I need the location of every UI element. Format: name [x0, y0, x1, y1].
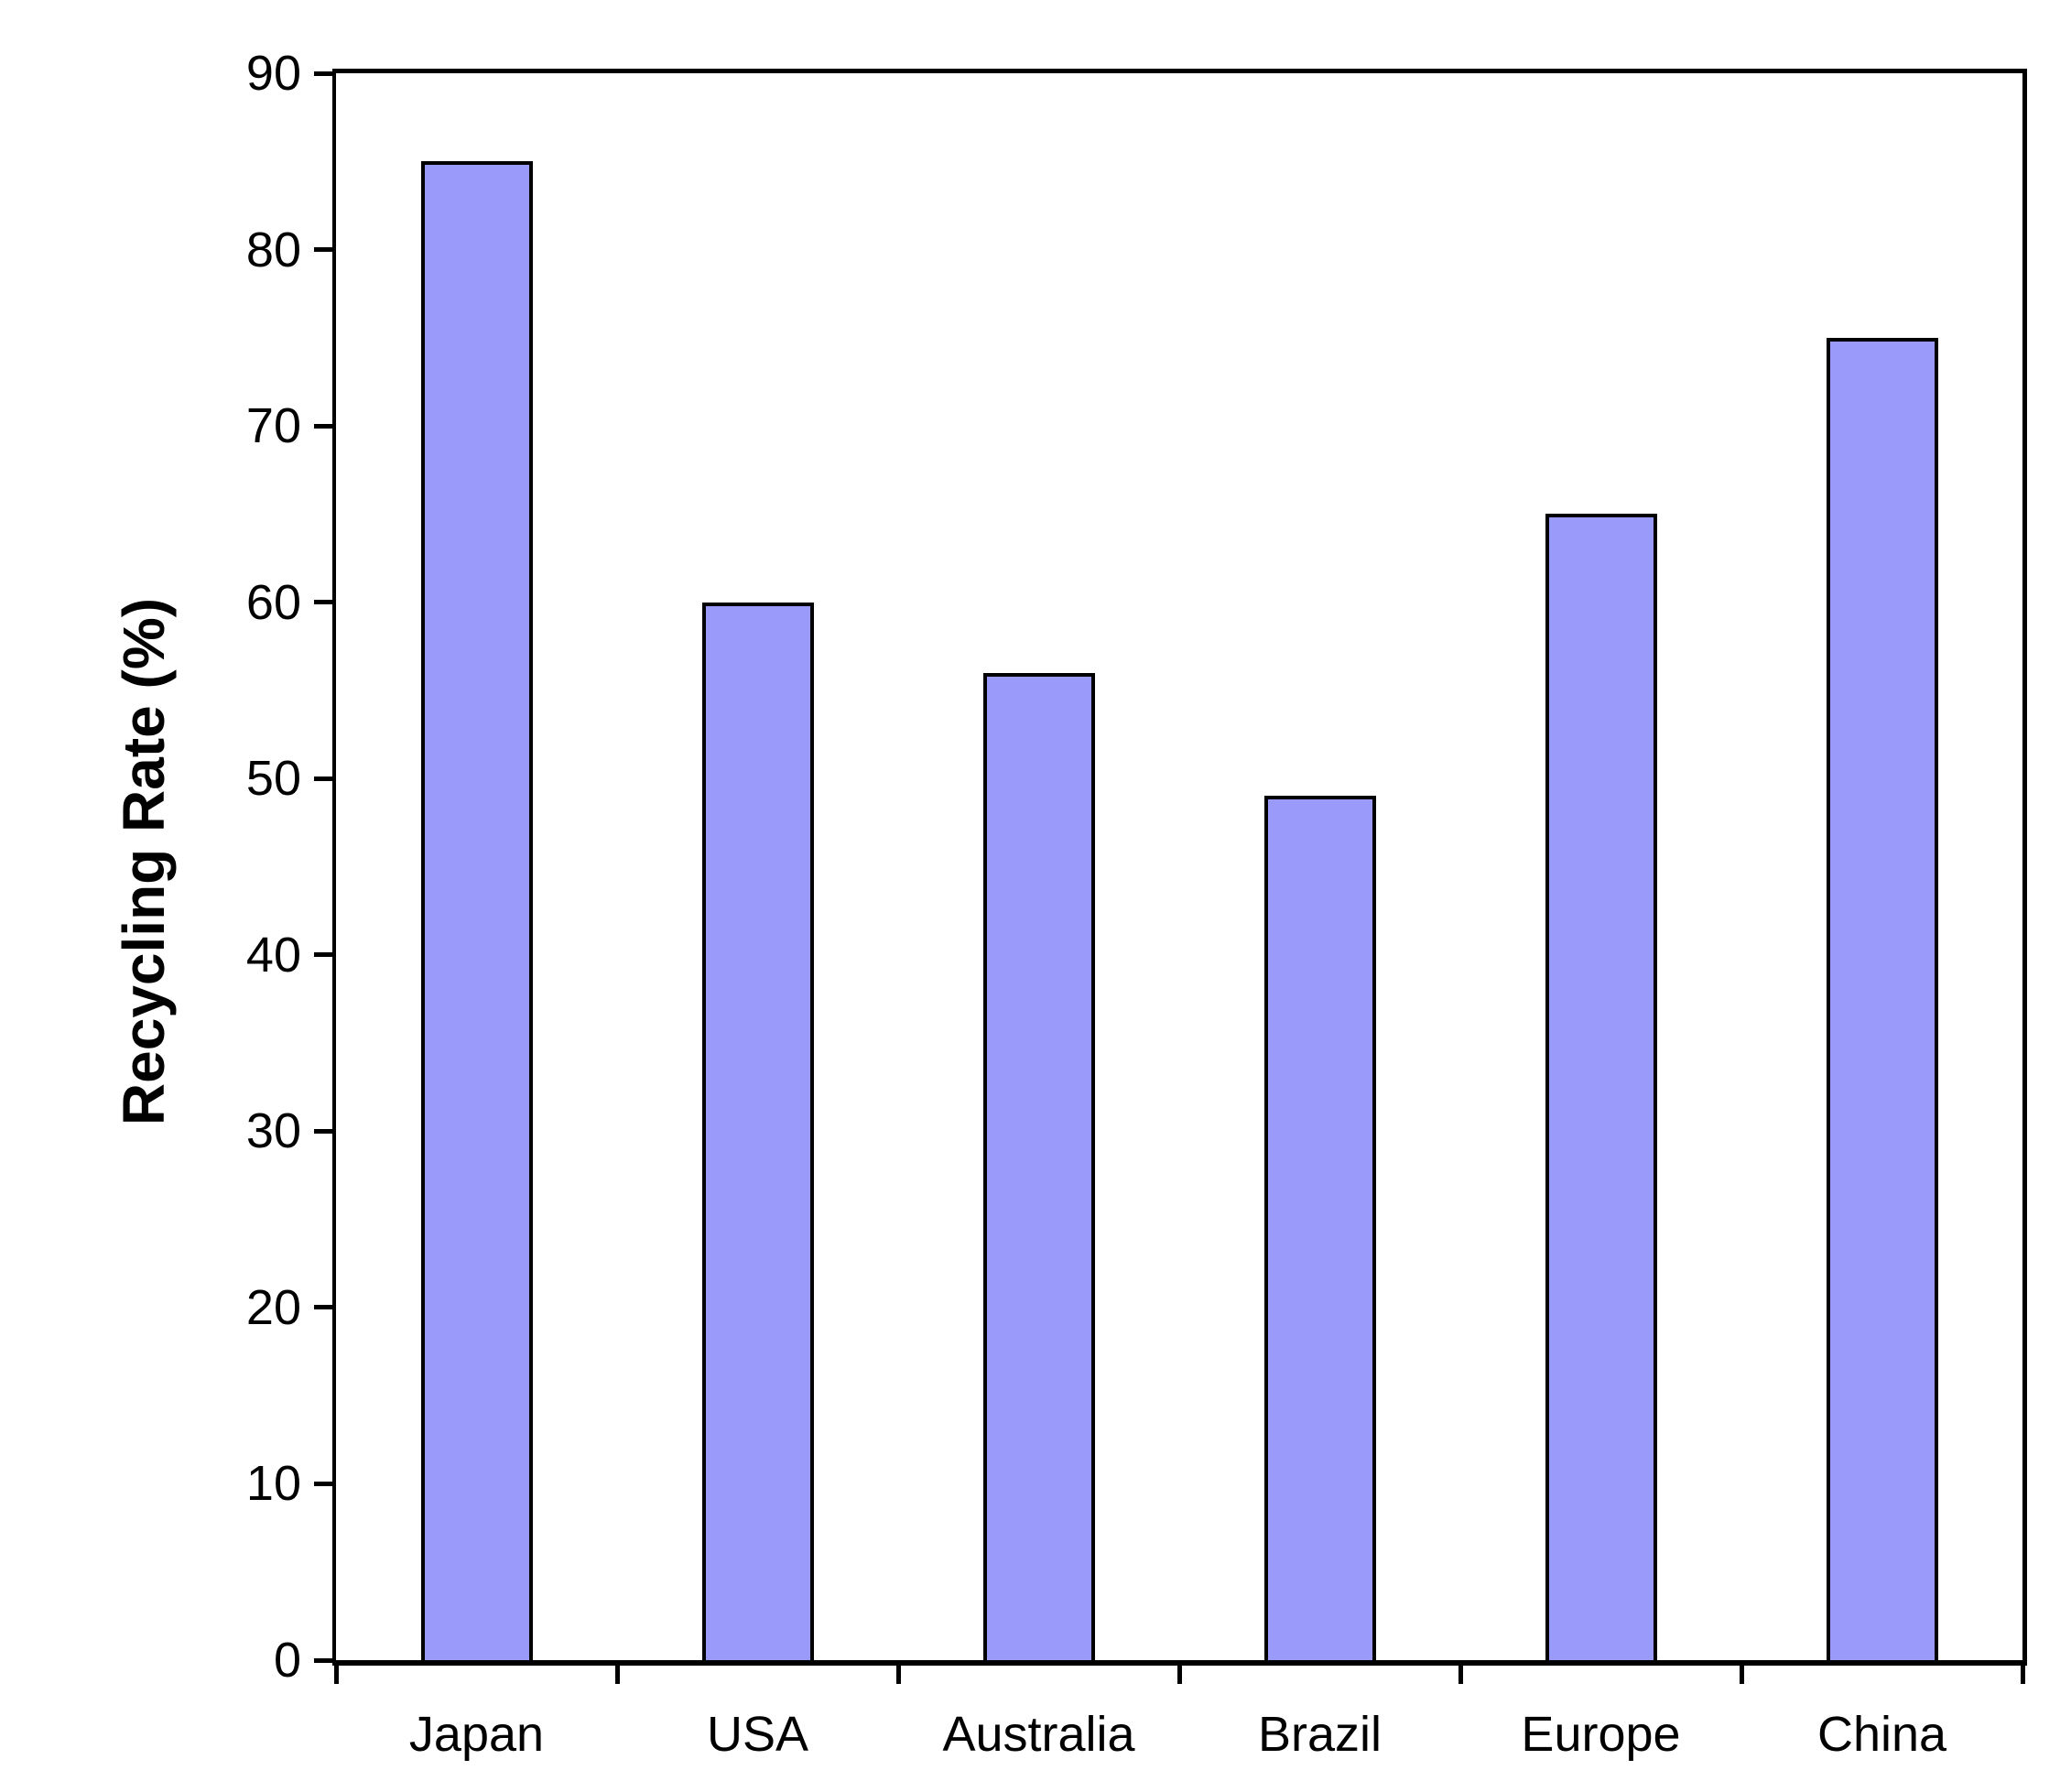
x-boundary-tick-1	[614, 1666, 620, 1684]
bar-brazil	[1263, 796, 1376, 1660]
y-tick-label-50: 50	[245, 751, 301, 807]
y-tick-label-0: 0	[273, 1633, 301, 1688]
y-tick-mark-70	[314, 423, 332, 429]
y-tick-mark-0	[314, 1657, 332, 1663]
x-boundary-tick-2	[895, 1666, 901, 1684]
y-tick-mark-20	[314, 1305, 332, 1310]
y-tick-label-30: 30	[245, 1103, 301, 1159]
y-tick-mark-90	[314, 71, 332, 76]
bar-australia	[982, 672, 1095, 1660]
x-tick-label-china: China	[1816, 1707, 1947, 1762]
y-tick-mark-40	[314, 952, 332, 958]
plot-area: 0 10 20 30 40 50 60 70 80 90 Japan USA Australia Bra…	[246, 46, 2027, 1762]
x-boundary-tick-0	[333, 1666, 339, 1684]
y-axis-title: Recycling Rate (%)	[111, 597, 177, 1126]
x-boundary-tick-4	[1458, 1666, 1463, 1684]
x-boundary-tick-5	[1739, 1666, 1744, 1684]
y-tick-label-70: 70	[245, 398, 301, 454]
y-tick-label-80: 80	[245, 222, 301, 277]
y-tick-mark-30	[314, 1128, 332, 1134]
x-boundary-tick-3	[1176, 1666, 1182, 1684]
y-tick-label-40: 40	[245, 927, 301, 983]
y-tick-mark-50	[314, 776, 332, 781]
bar-china	[1826, 337, 1938, 1660]
bar-europe	[1545, 514, 1657, 1660]
x-tick-label-australia: Australia	[942, 1707, 1135, 1762]
x-tick-label-japan: Japan	[408, 1707, 545, 1762]
x-tick-label-europe: Europe	[1521, 1707, 1681, 1762]
y-tick-label-20: 20	[245, 1279, 301, 1335]
y-tick-mark-60	[314, 600, 332, 605]
bar-usa	[701, 602, 814, 1660]
y-tick-label-10: 10	[245, 1456, 301, 1512]
bar-japan	[420, 161, 533, 1660]
x-tick-label-brazil: Brazil	[1257, 1707, 1382, 1762]
y-tick-label-60: 60	[245, 574, 301, 630]
y-tick-mark-10	[314, 1481, 332, 1486]
y-tick-label-90: 90	[245, 46, 301, 101]
x-boundary-tick-6	[2020, 1666, 2025, 1684]
x-tick-label-usa: USA	[706, 1707, 809, 1762]
y-tick-mark-80	[314, 247, 332, 253]
